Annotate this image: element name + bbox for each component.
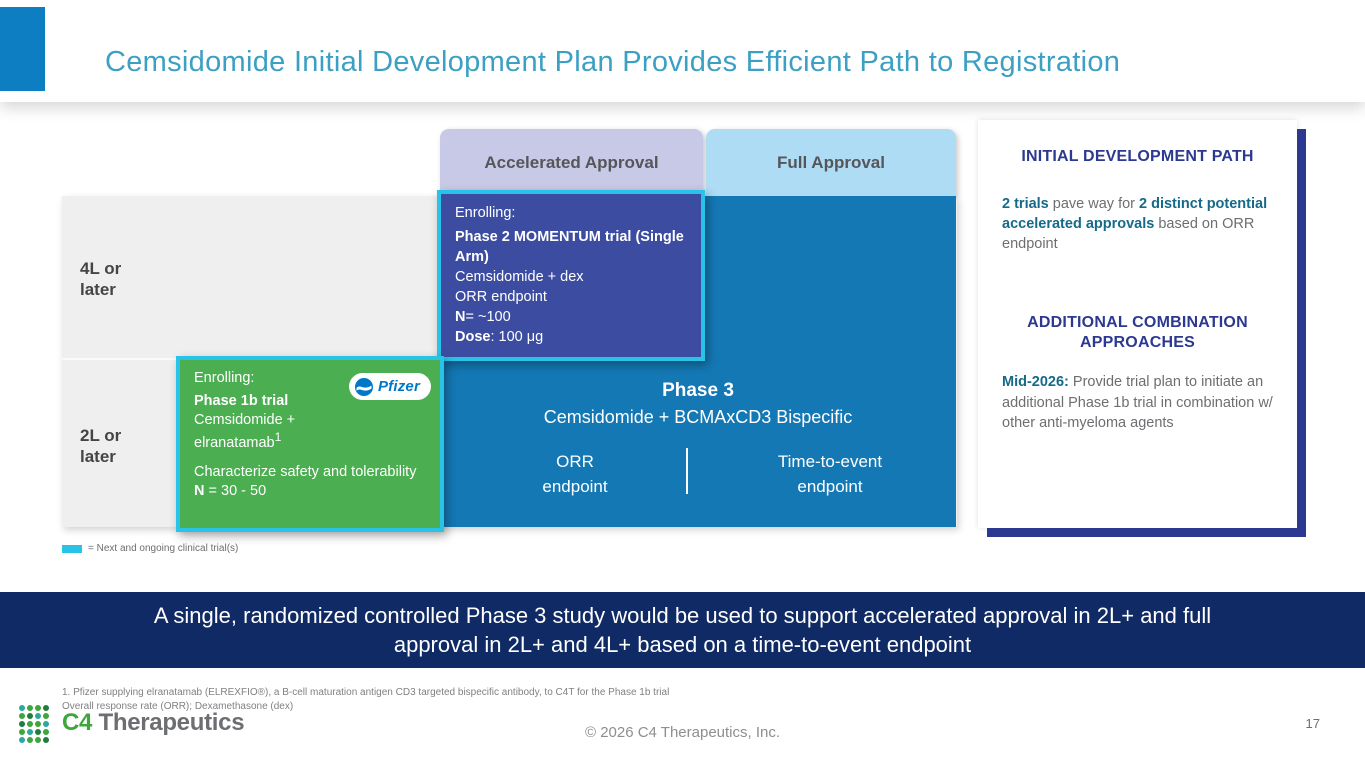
momentum-trial-title: Phase 2 MOMENTUM trial (Single Arm) [455,229,684,265]
panel-paragraph-1: 2 trials pave way for 2 distinct potenti… [1002,194,1273,255]
row-label-4l-or-later: 4L or later [80,259,122,300]
phase1b-n-value: = 30 - 50 [204,482,267,499]
endpoint-divider [686,448,688,494]
c4-logo-therapeutics: Therapeutics [98,709,245,736]
accelerated-approval-label: Accelerated Approval [484,152,659,172]
row-label-2l-or-later: 2L or later [80,426,122,467]
momentum-dose-label: Dose [455,329,491,345]
page-number: 17 [1305,716,1320,731]
column-header-full-approval: Full Approval [706,129,956,196]
phase1b-combo-drug: elranatamab [194,434,275,451]
phase1b-enrolling-label: Enrolling: [194,370,255,386]
legend-text: = Next and ongoing clinical trial(s) [88,543,239,554]
panel-p1-bold1: 2 trials [1002,195,1049,212]
momentum-dose-value: : 100 μg [490,329,544,345]
momentum-combo: Cemsidomide + dex [455,269,584,285]
panel-heading-additional-combination-approaches: ADDITIONAL COMBINATION APPROACHES [1027,313,1248,352]
panel-paragraph-2: Mid-2026: Provide trial plan to initiate… [1002,372,1273,433]
banner-line1: A single, randomized controlled Phase 3 … [153,602,1212,628]
copyright: © 2026 C4 Therapeutics, Inc. [584,724,781,741]
footnotes: 1. Pfizer supplying elranatamab (ELREXFI… [62,686,669,714]
phase1b-n: N = 30 - 50 [194,482,426,501]
panel-p1-text1: pave way for [1048,195,1140,212]
pfizer-logo: Pfizer [348,373,431,400]
phase1b-trial-box: Pfizer Enrolling: Phase 1b trial Cemsido… [176,356,444,532]
legend: = Next and ongoing clinical trial(s) [62,543,238,554]
phase3-title: Phase 3 [662,380,734,401]
momentum-n-label: N [455,309,466,325]
page-title: Cemsidomide Initial Development Plan Pro… [105,46,1121,78]
tte-endpoint-line1: Time-to-event [777,452,883,471]
momentum-endpoint: ORR endpoint [455,289,547,305]
panel-p2-bold1: Mid-2026: [1002,374,1069,391]
momentum-n: N= ~100 [455,307,687,327]
c4-logo-mark-icon [19,705,49,743]
pfizer-logo-text: Pfizer [377,377,420,395]
momentum-enrolling-label: Enrolling: [455,205,516,221]
orr-endpoint-line1: ORR [556,452,594,471]
phase2-momentum-trial-box: Enrolling: Phase 2 MOMENTUM trial (Singl… [437,190,705,361]
key-message-banner: A single, randomized controlled Phase 3 … [0,592,1365,668]
column-header-accelerated-approval: Accelerated Approval [440,129,703,196]
phase3-subtitle: Cemsidomide + BCMAxCD3 Bispecific [543,407,853,427]
footnote-line2: Overall response rate (ORR); Dexamethaso… [62,701,294,712]
pfizer-logo-icon [354,377,373,396]
phase1b-footnote-ref: 1 [274,429,282,444]
footnote-line1: 1. Pfizer supplying elranatamab (ELREXFI… [62,687,670,698]
phase1b-description: Characterize safety and tolerability [194,463,417,480]
phase1b-combo-line1: Cemsidomide + [194,411,296,428]
banner-line2: approval in 2L+ and 4L+ based on a time-… [393,632,972,657]
panel-p1-bold2: 2 distinct potential accelerated approva… [1002,195,1268,233]
time-to-event-endpoint-label: Time-to-event endpoint [720,450,940,499]
c4-therapeutics-logo: C4 Therapeutics [14,703,245,743]
c4-logo-text: C4 Therapeutics [62,709,245,737]
momentum-dose: Dose: 100 μg [455,327,687,347]
legend-cyan-swatch [62,544,82,553]
c4-logo-c4: C4 [62,709,93,736]
phase1b-n-label: N [194,482,205,499]
header-band [0,0,1365,102]
phase1b-combo-line2: elranatamab1 [194,430,426,453]
initial-development-path-panel: INITIAL DEVELOPMENT PATH 2 trials pave w… [978,120,1297,528]
panel-p1-text2: based on ORR endpoint [1002,216,1255,253]
tte-endpoint-line2: endpoint [797,476,863,496]
accent-square [0,7,45,91]
panel-p2-text1: Provide trial plan to initiate an additi… [1002,374,1273,431]
phase1b-trial-title: Phase 1b trial [194,392,289,409]
momentum-n-value: = ~100 [465,309,511,325]
panel-heading-initial-development-path: INITIAL DEVELOPMENT PATH [1021,148,1254,165]
orr-endpoint-line2: endpoint [542,476,608,496]
orr-endpoint-label: ORR endpoint [480,450,670,499]
full-approval-label: Full Approval [777,152,885,172]
